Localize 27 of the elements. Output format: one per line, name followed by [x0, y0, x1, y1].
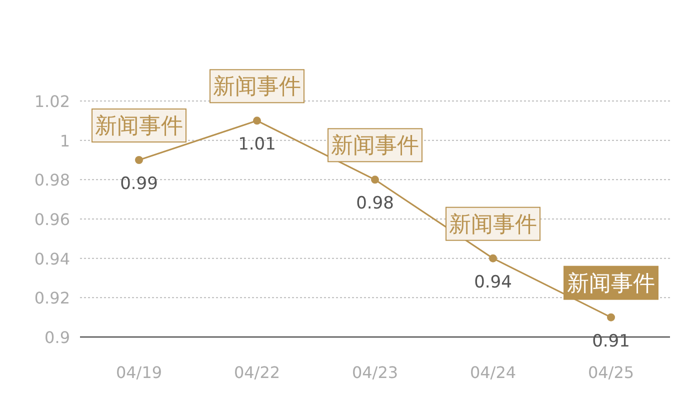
- point: [135, 156, 143, 164]
- x-tick-label: 04/25: [588, 363, 634, 382]
- annotation: 新闻事件: [449, 212, 537, 238]
- data-label: 0.99: [120, 174, 158, 194]
- annotation: 新闻事件: [213, 74, 301, 100]
- x-tick-label: 04/22: [234, 363, 280, 382]
- annotation: 新闻事件: [567, 271, 655, 296]
- data-label: 0.98: [356, 194, 394, 214]
- x-tick-label: 04/24: [470, 363, 516, 382]
- annotation: 新闻事件: [331, 134, 419, 159]
- y-tick-label: 1: [60, 131, 70, 150]
- y-tick-label: 0.98: [34, 170, 70, 190]
- y-tick-label: 0.94: [34, 249, 70, 268]
- annotation: 新闻事件: [95, 114, 183, 139]
- y-tick-label: 0.92: [34, 288, 70, 308]
- x-tick-label: 04/23: [352, 363, 398, 382]
- point: [371, 176, 379, 184]
- point: [607, 313, 615, 322]
- y-tick-label: 0.96: [34, 210, 70, 229]
- y-tick-label: 0.9: [44, 328, 70, 347]
- point: [253, 116, 261, 125]
- data-label: 1.01: [238, 134, 276, 155]
- point: [489, 254, 497, 262]
- data-label: 0.91: [592, 331, 630, 352]
- data-label: 0.94: [474, 272, 512, 292]
- y-tick-label: 1.02: [34, 92, 70, 111]
- x-tick-label: 04/19: [116, 363, 162, 382]
